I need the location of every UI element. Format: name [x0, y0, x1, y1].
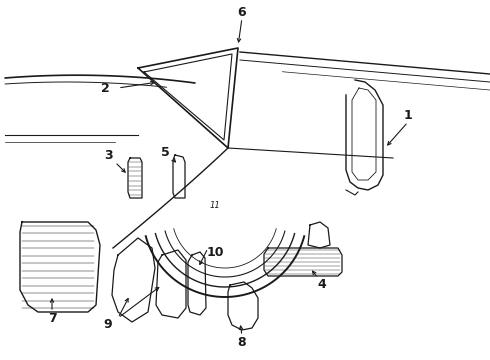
Text: 3: 3: [104, 149, 112, 162]
Text: 11: 11: [210, 201, 220, 210]
Text: 1: 1: [404, 108, 413, 122]
Text: 5: 5: [161, 145, 170, 158]
Text: 10: 10: [206, 246, 224, 258]
Text: 6: 6: [238, 5, 246, 18]
Text: 2: 2: [100, 81, 109, 95]
Text: 7: 7: [48, 311, 56, 324]
Text: 4: 4: [318, 279, 326, 292]
Text: 8: 8: [238, 336, 246, 348]
Text: 9: 9: [104, 319, 112, 332]
